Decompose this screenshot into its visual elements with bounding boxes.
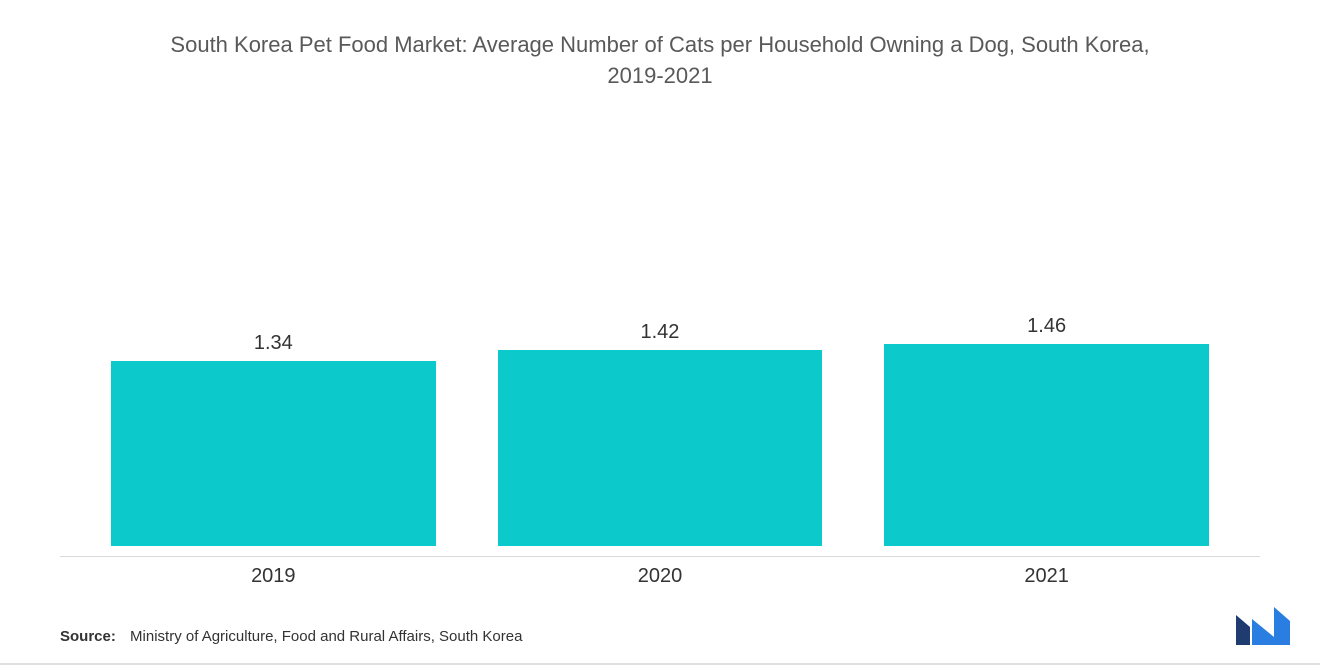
brand-logo-icon — [1236, 607, 1290, 645]
bar-value-label: 1.34 — [254, 332, 293, 355]
bar-group: 1.34 — [111, 332, 436, 546]
bar-value-label: 1.46 — [1027, 315, 1066, 338]
x-tick: 2020 — [498, 565, 823, 588]
bar-value-label: 1.42 — [641, 321, 680, 344]
source-row: Source: Ministry of Agriculture, Food an… — [60, 628, 1260, 645]
chart-title: South Korea Pet Food Market: Average Num… — [60, 30, 1260, 92]
chart-container: South Korea Pet Food Market: Average Num… — [0, 0, 1320, 665]
bar-group: 1.46 — [884, 315, 1209, 546]
plot-area: 1.34 1.42 1.46 — [60, 102, 1260, 556]
bar — [884, 344, 1209, 546]
source-text: Ministry of Agriculture, Food and Rural … — [130, 628, 522, 645]
bar — [111, 361, 436, 546]
x-tick: 2021 — [884, 565, 1209, 588]
bar — [498, 350, 823, 546]
bar-group: 1.42 — [498, 321, 823, 546]
x-tick: 2019 — [111, 565, 436, 588]
x-axis: 2019 2020 2021 — [60, 556, 1260, 588]
source-label: Source: — [60, 628, 116, 645]
